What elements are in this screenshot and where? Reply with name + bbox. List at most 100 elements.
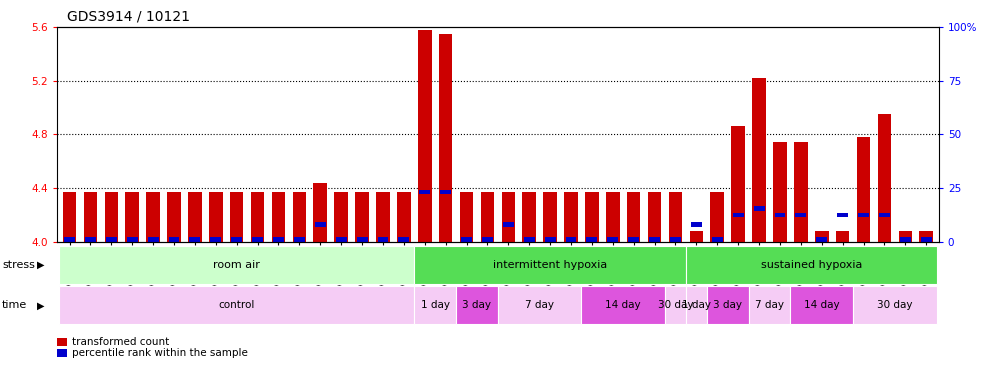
Bar — [63, 192, 77, 242]
Bar — [377, 237, 388, 242]
Bar — [712, 237, 723, 242]
Bar — [315, 222, 325, 227]
Bar — [438, 34, 452, 242]
Bar — [357, 237, 368, 242]
Bar — [815, 231, 829, 242]
Text: GDS3914 / 10121: GDS3914 / 10121 — [67, 9, 190, 23]
Bar — [397, 192, 411, 242]
Bar — [167, 192, 181, 242]
Bar — [606, 192, 619, 242]
Bar — [774, 142, 786, 242]
Bar — [251, 192, 264, 242]
Bar — [294, 237, 305, 242]
Bar — [169, 237, 180, 242]
Bar — [564, 192, 578, 242]
Text: 3 day: 3 day — [714, 300, 742, 310]
Bar — [146, 192, 160, 242]
Text: 1 day: 1 day — [682, 300, 711, 310]
Bar — [732, 213, 743, 217]
Bar — [795, 213, 806, 217]
Bar — [481, 192, 494, 242]
Text: 14 day: 14 day — [804, 300, 839, 310]
Bar — [878, 114, 892, 242]
Text: intermittent hypoxia: intermittent hypoxia — [493, 260, 607, 270]
Text: 14 day: 14 day — [606, 300, 641, 310]
Bar — [627, 192, 641, 242]
Bar — [355, 192, 369, 242]
Bar — [794, 142, 808, 242]
Bar — [898, 231, 912, 242]
Text: control: control — [218, 300, 255, 310]
Bar — [106, 237, 117, 242]
Text: stress: stress — [2, 260, 34, 270]
Text: ▶: ▶ — [37, 300, 45, 310]
Text: 1 day: 1 day — [421, 300, 449, 310]
Bar — [752, 78, 766, 242]
Bar — [253, 237, 263, 242]
Bar — [587, 237, 598, 242]
Bar — [754, 206, 765, 210]
Bar — [398, 237, 409, 242]
Bar — [690, 231, 703, 242]
Bar — [857, 137, 870, 242]
Bar — [336, 237, 347, 242]
Bar — [334, 192, 348, 242]
Bar — [501, 192, 515, 242]
Text: 30 day: 30 day — [877, 300, 912, 310]
Bar — [816, 237, 827, 242]
Text: percentile rank within the sample: percentile rank within the sample — [72, 348, 248, 358]
Bar — [85, 237, 96, 242]
Bar — [271, 192, 285, 242]
Bar — [188, 192, 202, 242]
Text: 7 day: 7 day — [525, 300, 554, 310]
Bar — [231, 237, 242, 242]
Bar — [104, 192, 118, 242]
Bar — [460, 192, 474, 242]
Bar — [585, 192, 599, 242]
Text: time: time — [2, 300, 28, 310]
Text: ▶: ▶ — [37, 260, 45, 270]
Text: transformed count: transformed count — [72, 337, 169, 347]
Bar — [418, 30, 432, 242]
Bar — [545, 237, 555, 242]
Bar — [84, 192, 97, 242]
Bar — [482, 237, 492, 242]
Bar — [691, 222, 702, 227]
Bar — [836, 231, 849, 242]
Text: 7 day: 7 day — [755, 300, 784, 310]
Bar — [127, 237, 138, 242]
Bar — [293, 192, 306, 242]
Bar — [670, 237, 681, 242]
Bar — [607, 237, 618, 242]
Bar — [273, 237, 284, 242]
Bar — [440, 190, 451, 194]
Bar — [711, 192, 724, 242]
Bar — [919, 231, 933, 242]
Bar — [147, 237, 158, 242]
Bar — [210, 237, 221, 242]
Bar — [858, 213, 869, 217]
Bar — [879, 213, 890, 217]
Bar — [649, 237, 660, 242]
Bar — [921, 237, 932, 242]
Bar — [565, 237, 576, 242]
Text: room air: room air — [213, 260, 260, 270]
Bar — [544, 192, 557, 242]
Bar — [461, 237, 472, 242]
Bar — [731, 126, 745, 242]
Bar — [838, 213, 848, 217]
Bar — [209, 192, 222, 242]
Text: sustained hypoxia: sustained hypoxia — [761, 260, 862, 270]
Bar — [775, 213, 785, 217]
Bar — [420, 190, 431, 194]
Bar — [314, 183, 327, 242]
Text: 30 day: 30 day — [658, 300, 693, 310]
Bar — [64, 237, 75, 242]
Bar — [628, 237, 639, 242]
Bar — [126, 192, 139, 242]
Bar — [899, 237, 911, 242]
Bar — [524, 237, 535, 242]
Bar — [503, 222, 514, 227]
Bar — [522, 192, 536, 242]
Bar — [648, 192, 662, 242]
